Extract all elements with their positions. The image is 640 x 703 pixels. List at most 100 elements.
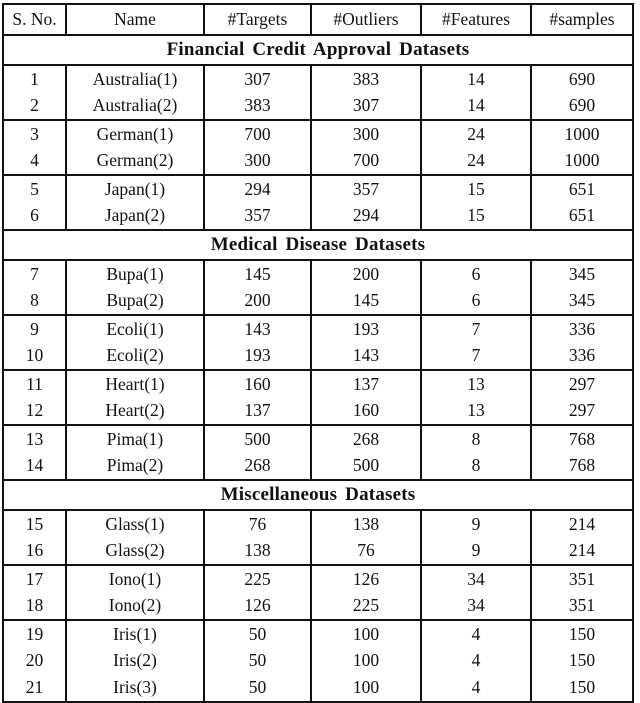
cell-outliers: 137 [310,370,421,398]
cell-targets: 700 [203,120,311,148]
cell-sno: 20 [25,650,44,671]
cell-targets: 307 [203,65,311,93]
cell-sno: 18 [3,592,66,621]
cell-outliers: 225 [310,592,421,621]
cell-features: 34 [420,565,531,593]
datasets-table: S. No. Name #Targets #Outliers #Features… [2,3,634,703]
cell-outliers: 138 [310,510,421,538]
cell-targets: 143 [203,315,311,343]
cell-features: 9 [420,510,531,538]
cell-features: 14 [420,65,531,93]
cell-sno: 13 [25,428,44,449]
cell-samples: 1000 [530,147,633,176]
cell-name: Glass(1) [65,510,204,538]
cell-outliers: 126 [310,565,421,593]
cell-samples: 651 [530,202,633,231]
table-row: 4 German(2) 300 700 24 1000 [3,147,633,176]
cell-features: 9 [420,537,531,566]
cell-outliers: 357 [310,175,421,203]
cell-outliers: 193 [310,315,421,343]
cell-features: 15 [420,175,531,203]
cell-sno: 14 [3,452,66,481]
cell-features: 34 [420,592,531,621]
cell-samples: 345 [530,260,633,288]
table-row: 8 Bupa(2) 200 145 6 345 [3,287,633,316]
cell-samples: 351 [530,565,633,593]
cell-name: Japan(1) [65,175,204,203]
cell-sno: 21 [3,674,66,703]
cell-name: Glass(2) [65,537,204,566]
cell-name: German(1) [65,120,204,148]
cell-sno: 17 [25,568,44,589]
table-row: 11 Heart(1) 160 137 13 297 [3,370,633,398]
section-title: Miscellaneous Datasets [3,479,633,511]
table-row: 20 Iris(2) 50 100 4 150 [3,647,633,674]
section-title: Medical Disease Datasets [3,229,633,261]
cell-name: Pima(1) [65,425,204,453]
cell-sno: 2 [3,92,66,121]
cell-outliers: 100 [310,620,421,648]
cell-features: 4 [420,674,531,703]
cell-samples: 345 [530,287,633,316]
table-row: 9 Ecoli(1) 143 193 7 336 [3,315,633,343]
cell-outliers: 307 [310,92,421,121]
cell-features: 4 [420,620,531,648]
cell-samples: 297 [530,370,633,398]
cell-name: Heart(2) [65,397,204,426]
cell-samples: 150 [530,647,633,674]
cell-name: Japan(2) [65,202,204,231]
cell-targets: 126 [203,592,311,621]
cell-targets: 200 [203,287,311,316]
cell-outliers: 145 [310,287,421,316]
cell-name: Pima(2) [65,452,204,481]
col-header-targets: #Targets [203,4,311,36]
cell-name: Australia(2) [65,92,204,121]
cell-outliers: 500 [310,452,421,481]
cell-samples: 150 [530,674,633,703]
cell-outliers: 300 [310,120,421,148]
col-header-outliers: #Outliers [310,4,421,36]
cell-samples: 690 [530,65,633,93]
cell-samples: 214 [530,510,633,538]
cell-samples: 150 [530,620,633,648]
cell-sno: 7 [30,263,39,284]
table-row: 14 Pima(2) 268 500 8 768 [3,452,633,481]
cell-samples: 690 [530,92,633,121]
cell-sno: 10 [3,342,66,371]
col-header-sno: S. No. [3,4,66,36]
cell-features: 15 [420,202,531,231]
cell-targets: 76 [203,510,311,538]
cell-outliers: 294 [310,202,421,231]
cell-name: Ecoli(1) [65,315,204,343]
cell-sno: 12 [3,397,66,426]
col-header-name: Name [65,4,204,36]
cell-targets: 138 [203,537,311,566]
table-row: 10 Ecoli(2) 193 143 7 336 [3,342,633,371]
cell-outliers: 143 [310,342,421,371]
cell-name: Heart(1) [65,370,204,398]
col-header-features: #Features [420,4,531,36]
cell-outliers: 383 [310,65,421,93]
cell-name: Ecoli(2) [65,342,204,371]
cell-sno: 3 [30,123,39,144]
cell-outliers: 200 [310,260,421,288]
cell-targets: 300 [203,147,311,176]
table-row: 15 Glass(1) 76 138 9 214 [3,510,633,538]
cell-targets: 193 [203,342,311,371]
cell-samples: 768 [530,425,633,453]
cell-outliers: 76 [310,537,421,566]
cell-features: 8 [420,452,531,481]
page: { "page": { "background": "#ffffff", "te… [0,3,640,703]
cell-sno: 8 [3,287,66,316]
cell-outliers: 100 [310,647,421,674]
cell-samples: 297 [530,397,633,426]
cell-features: 8 [420,425,531,453]
cell-name: Iris(3) [65,674,204,703]
section-header-row: Medical Disease Datasets [3,229,633,261]
cell-samples: 336 [530,315,633,343]
cell-name: Bupa(1) [65,260,204,288]
cell-features: 13 [420,370,531,398]
cell-targets: 50 [203,674,311,703]
cell-features: 24 [420,147,531,176]
table-row: 2 Australia(2) 383 307 14 690 [3,92,633,121]
